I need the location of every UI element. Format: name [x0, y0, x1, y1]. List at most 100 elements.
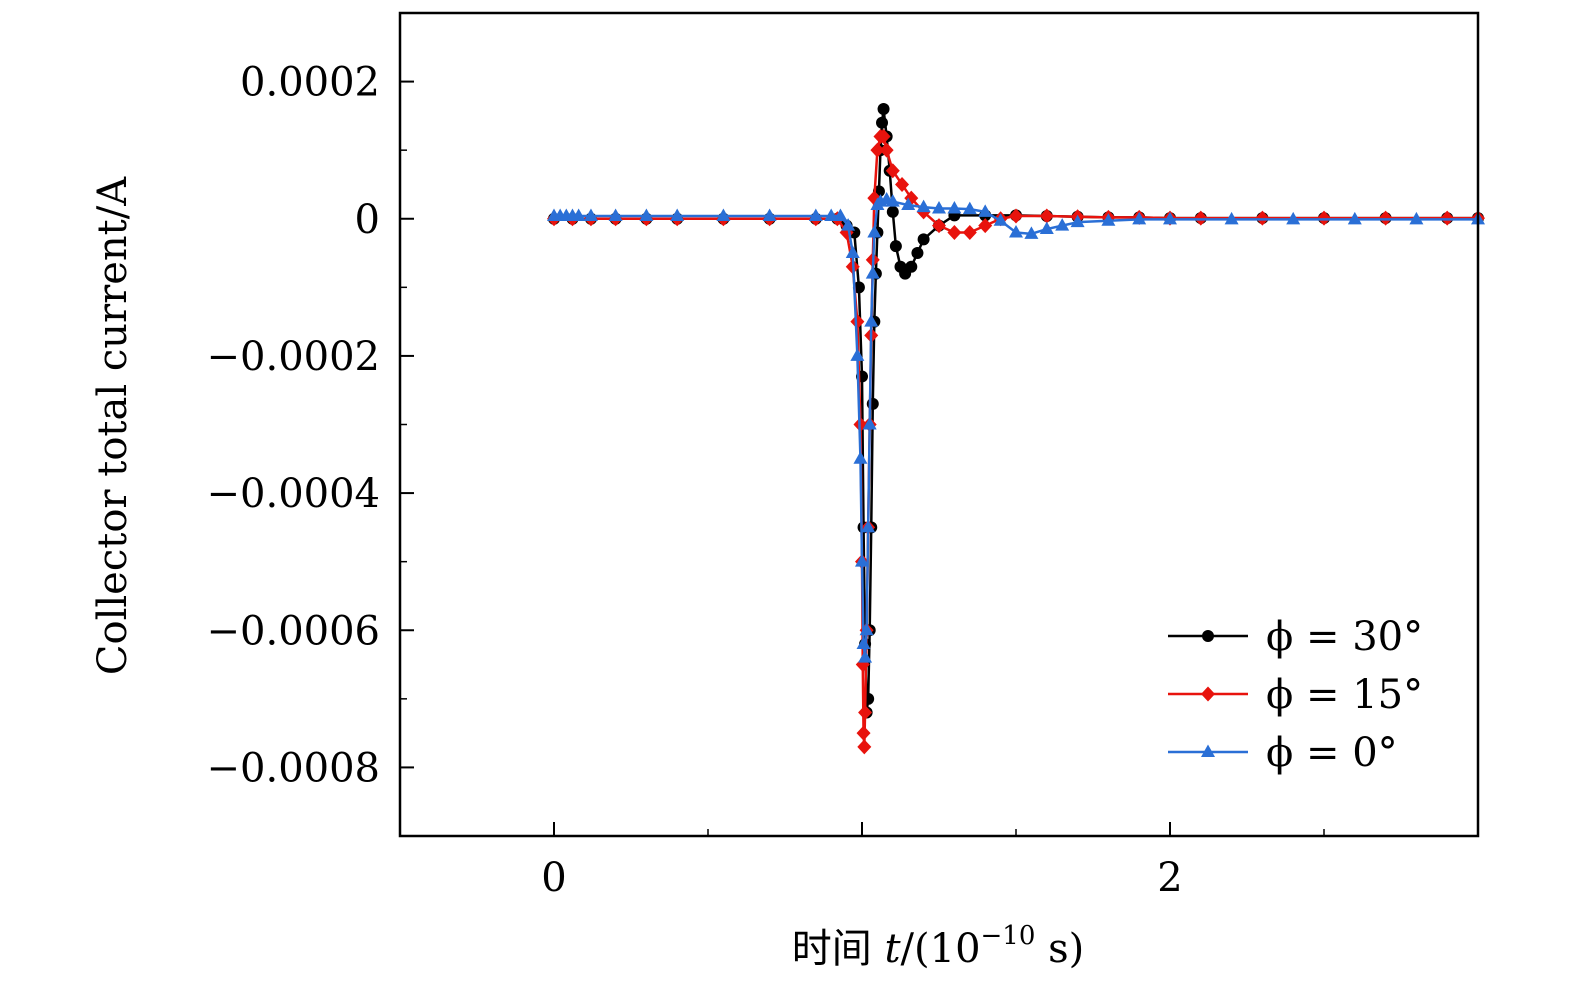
x-axis-title-exponent: −10 — [981, 921, 1036, 951]
data-point — [1163, 211, 1177, 225]
y-tick-label: −0.0002 — [207, 334, 380, 380]
data-point — [947, 200, 962, 214]
data-point — [1193, 210, 1208, 226]
data-point — [850, 348, 865, 361]
data-point — [993, 213, 1008, 226]
data-point — [1009, 224, 1023, 238]
data-point — [1024, 226, 1039, 239]
data-point — [716, 208, 731, 222]
legend-label: ϕ = 15° — [1266, 672, 1423, 718]
data-point — [962, 224, 977, 240]
data-point — [1009, 208, 1023, 224]
data-point — [864, 314, 879, 327]
data-point — [608, 208, 623, 222]
data-point — [762, 208, 777, 222]
data-point — [932, 200, 946, 214]
legend-label: ϕ = 30° — [1266, 614, 1423, 660]
data-point — [639, 208, 654, 222]
data-point — [865, 266, 880, 279]
data-point — [947, 224, 962, 240]
data-point — [876, 116, 889, 129]
data-point — [1039, 221, 1054, 235]
y-axis-ticks: 0.0002 0 −0.0002 −0.0004 −0.0006 −0.0008 — [207, 12, 414, 837]
data-point — [1440, 210, 1455, 226]
data-point — [962, 201, 977, 215]
data-point — [1070, 214, 1085, 228]
data-point — [833, 208, 848, 222]
legend-item: ϕ = 30° — [1168, 614, 1423, 660]
series-line — [554, 198, 1478, 659]
y-tick-label: −0.0008 — [207, 745, 380, 791]
data-point — [901, 197, 916, 211]
data-point — [1202, 630, 1214, 642]
data-point — [905, 260, 918, 273]
x-tick-label: 2 — [1157, 855, 1182, 901]
x-axis-title-unit-close: s) — [1035, 926, 1084, 972]
data-point — [845, 245, 860, 259]
data-point — [917, 233, 930, 246]
data-point — [858, 650, 873, 663]
series-2 — [547, 192, 1485, 663]
data-point — [859, 622, 874, 636]
data-point — [866, 397, 879, 410]
data-point — [1409, 211, 1424, 225]
data-point — [670, 208, 685, 222]
x-axis-title-unit-open: /(10 — [901, 926, 981, 972]
data-point — [1317, 210, 1331, 226]
data-point — [856, 636, 871, 649]
legend: ϕ = 30° ϕ = 15° ϕ = 0° — [1168, 614, 1423, 776]
data-point — [862, 417, 877, 430]
data-point — [855, 554, 869, 567]
data-point — [879, 142, 894, 158]
data-point — [1347, 211, 1362, 225]
legend-item: ϕ = 15° — [1168, 672, 1423, 718]
data-point — [841, 218, 856, 231]
series-layer — [547, 103, 1485, 755]
legend-label: ϕ = 0° — [1266, 730, 1398, 776]
data-point — [911, 247, 924, 260]
data-point — [1286, 211, 1301, 225]
data-point — [853, 451, 868, 464]
legend-item: ϕ = 0° — [1168, 730, 1398, 776]
data-point — [856, 725, 871, 741]
data-point — [850, 314, 865, 330]
data-point — [885, 194, 900, 207]
data-point — [978, 218, 993, 234]
data-point — [889, 240, 902, 253]
data-point — [1055, 218, 1070, 231]
y-tick-label: −0.0004 — [207, 471, 380, 517]
data-point — [916, 199, 931, 213]
x-tick-label: 0 — [541, 855, 566, 901]
x-axis-title: 时间 t/(10−10 s) — [792, 921, 1085, 972]
y-axis-title: Collector total current/A — [90, 176, 136, 675]
data-point — [870, 142, 885, 158]
x-axis-title-var: t — [884, 926, 901, 972]
data-point — [1201, 686, 1215, 702]
y-tick-label: −0.0006 — [207, 608, 380, 654]
data-point — [867, 224, 882, 238]
data-point — [857, 739, 872, 755]
data-point — [932, 218, 946, 234]
data-point — [895, 176, 910, 192]
data-point — [876, 128, 891, 144]
data-point — [808, 208, 823, 222]
data-point — [571, 208, 586, 222]
data-point — [1378, 210, 1393, 226]
data-point — [1132, 211, 1147, 225]
data-point — [978, 204, 993, 217]
data-point — [858, 705, 873, 721]
x-axis-title-prefix: 时间 — [792, 926, 885, 972]
data-point — [886, 205, 899, 218]
y-tick-label: 0 — [355, 197, 380, 243]
y-tick-label: 0.0002 — [240, 60, 380, 106]
data-point — [861, 519, 876, 533]
data-point — [824, 208, 839, 222]
data-point — [885, 163, 900, 179]
data-point — [1255, 210, 1270, 226]
data-point — [877, 103, 890, 116]
data-point — [1039, 208, 1054, 224]
data-point — [1201, 744, 1215, 757]
data-point — [1224, 211, 1239, 225]
series-1 — [547, 128, 1485, 755]
